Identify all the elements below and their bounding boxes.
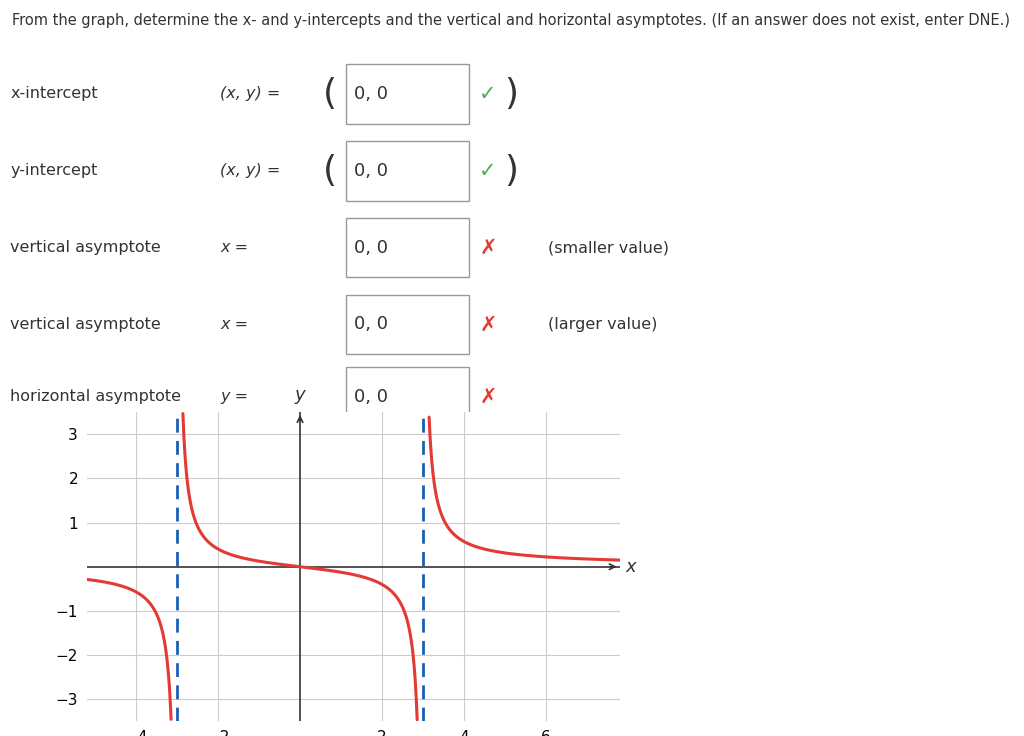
Text: ✗: ✗ (479, 238, 497, 258)
Text: 0, 0: 0, 0 (354, 316, 388, 333)
Text: ✓: ✓ (479, 160, 497, 181)
FancyBboxPatch shape (346, 141, 469, 201)
Text: (: ( (323, 154, 337, 188)
Text: (x, y) =: (x, y) = (220, 163, 281, 178)
Text: y =: y = (220, 389, 248, 405)
Text: (smaller value): (smaller value) (548, 240, 669, 255)
Text: x =: x = (220, 240, 248, 255)
Text: ): ) (504, 154, 518, 188)
Text: From the graph, determine the x- and y-intercepts and the vertical and horizonta: From the graph, determine the x- and y-i… (12, 13, 1011, 28)
Text: horizontal asymptote: horizontal asymptote (10, 389, 181, 405)
Text: ✗: ✗ (479, 387, 497, 407)
Text: x: x (626, 558, 636, 576)
Text: vertical asymptote: vertical asymptote (10, 317, 161, 332)
Text: 0, 0: 0, 0 (354, 85, 388, 103)
Text: vertical asymptote: vertical asymptote (10, 240, 161, 255)
FancyBboxPatch shape (346, 218, 469, 277)
Text: 0, 0: 0, 0 (354, 162, 388, 180)
FancyBboxPatch shape (346, 367, 469, 427)
Text: x =: x = (220, 317, 248, 332)
Text: 0, 0: 0, 0 (354, 238, 388, 257)
Text: (: ( (323, 77, 337, 111)
Text: y: y (295, 386, 305, 404)
Text: y-intercept: y-intercept (10, 163, 97, 178)
Text: 0, 0: 0, 0 (354, 388, 388, 406)
Text: (larger value): (larger value) (548, 317, 657, 332)
FancyBboxPatch shape (346, 64, 469, 124)
Text: ✓: ✓ (479, 84, 497, 104)
Text: ✗: ✗ (479, 314, 497, 334)
Text: x-intercept: x-intercept (10, 86, 98, 102)
Text: ): ) (504, 77, 518, 111)
FancyBboxPatch shape (346, 294, 469, 354)
Text: (x, y) =: (x, y) = (220, 86, 281, 102)
